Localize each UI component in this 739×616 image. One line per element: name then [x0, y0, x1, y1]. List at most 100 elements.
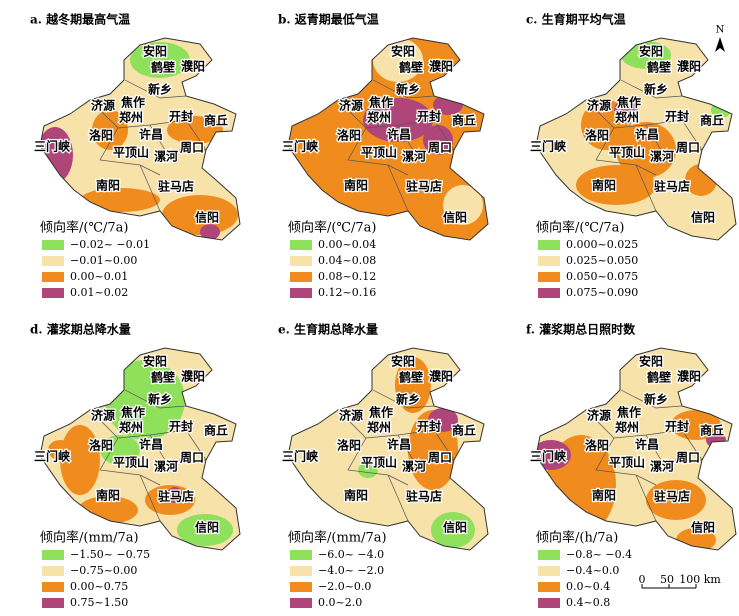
city-label: 漯河: [650, 459, 674, 474]
legend-swatch: [42, 550, 64, 560]
trend-zone: [200, 224, 220, 240]
north-label: N: [716, 25, 725, 36]
city-label: 开封: [417, 419, 441, 434]
city-label: 鹤壁: [647, 370, 671, 385]
city-label: 南阳: [344, 178, 368, 193]
city-label: 漯河: [154, 149, 178, 164]
city-label: 济源: [91, 408, 115, 423]
city-label: 平顶山: [361, 455, 397, 470]
city-label: 平顶山: [609, 455, 645, 470]
legend-swatch: [42, 566, 64, 576]
city-label: 商丘: [204, 113, 228, 128]
province-outline: [287, 37, 489, 241]
province-outline: [39, 37, 241, 241]
trend-zone: [646, 480, 706, 520]
zones: [363, 38, 483, 225]
legend-swatch: [290, 288, 312, 298]
city-label: 南阳: [592, 488, 616, 503]
city-label: 郑州: [367, 110, 391, 125]
panel-title: f. 灌浆期总日照时数: [526, 322, 636, 337]
legend-swatch: [290, 240, 312, 250]
legend-swatch: [538, 256, 560, 266]
city-label: 郑州: [119, 110, 143, 125]
legend-title: 倾向率/(℃/7a): [288, 220, 376, 236]
province-fill: [40, 38, 240, 240]
city-label: 南阳: [96, 178, 120, 193]
city-label: 新乡: [396, 392, 420, 407]
city-label: 周口: [676, 451, 700, 465]
city-label: 郑州: [119, 420, 143, 435]
legend-label: 0.050~0.075: [566, 270, 638, 283]
legend-label: 0.000~0.025: [566, 238, 638, 251]
city-label: 济源: [587, 98, 611, 113]
province-outline: [535, 37, 737, 241]
city-label: 驻马店: [654, 179, 690, 194]
city-label: 洛阳: [337, 128, 361, 143]
city-label: 济源: [339, 408, 363, 423]
city-label: 许昌: [635, 437, 659, 452]
panel-title: c. 生育期平均气温: [526, 12, 626, 27]
city-label: 驻马店: [158, 179, 194, 194]
city-label: 三门峡: [282, 139, 318, 154]
trend-zone: [358, 462, 378, 478]
city-label: 濮阳: [181, 59, 205, 74]
scale-label: 100 km: [679, 573, 721, 586]
trend-zone: [423, 125, 453, 155]
legend-label: 0.01~0.02: [70, 286, 128, 299]
city-label: 三门峡: [530, 139, 566, 154]
legend-label: 0.75~1.50: [70, 596, 128, 609]
legend-swatch: [42, 288, 64, 298]
legend-swatch: [42, 256, 64, 266]
legend-label: 0.075~0.090: [566, 286, 638, 299]
city-label: 漯河: [154, 459, 178, 474]
legend-swatch: [42, 582, 64, 592]
legend-swatch: [42, 240, 64, 250]
panel-title: e. 生育期总降水量: [278, 322, 378, 337]
legend-label: −4.0~ −2.0: [318, 564, 384, 577]
legend-swatch: [290, 582, 312, 592]
city-label: 鹤壁: [151, 370, 175, 385]
trend-zone: [167, 116, 223, 144]
legend-swatch: [42, 272, 64, 282]
legend-label: −6.0~ −4.0: [318, 548, 384, 561]
city-label: 安阳: [143, 44, 167, 59]
province-outline: [535, 347, 737, 551]
city-label: 许昌: [139, 437, 163, 452]
city-label: 信阳: [195, 520, 219, 535]
city-label: 信阳: [691, 210, 715, 225]
boundaries: [89, 389, 207, 522]
city-label: 濮阳: [181, 369, 205, 384]
city-label: 周口: [180, 451, 204, 465]
city-label: 驻马店: [158, 489, 194, 504]
legend-label: 0.025~0.050: [566, 254, 638, 267]
city-label: 新乡: [148, 82, 172, 97]
city-label: 洛阳: [89, 438, 113, 453]
city-label: 南阳: [344, 488, 368, 503]
trend-zone: [130, 42, 190, 78]
city-label: 焦作: [368, 95, 393, 110]
scale-label: 0: [639, 573, 646, 586]
city-label: 商丘: [204, 423, 228, 438]
city-label: 南阳: [96, 488, 120, 503]
city-label: 新乡: [644, 392, 668, 407]
legend-title: 倾向率/(℃/7a): [536, 220, 624, 236]
city-label: 三门峡: [34, 449, 70, 464]
city-label: 许昌: [387, 127, 411, 142]
trend-zone: [576, 165, 656, 205]
trend-zone: [92, 110, 128, 150]
city-label: 周口: [180, 141, 204, 155]
legend-title: 倾向率/(mm/7a): [40, 530, 139, 546]
legend-title: 倾向率/(h/7a): [536, 530, 618, 546]
city-label: 鹤壁: [647, 60, 671, 75]
legend-label: 0.00~0.75: [70, 580, 128, 593]
city-label: 周口: [676, 141, 700, 155]
city-label: 安阳: [639, 44, 663, 59]
city-label: 信阳: [443, 520, 467, 535]
city-label: 郑州: [615, 110, 639, 125]
city-label: 开封: [169, 419, 193, 434]
city-label: 郑州: [367, 420, 391, 435]
scale-label: 50: [660, 573, 674, 586]
legend-swatch: [538, 566, 560, 576]
